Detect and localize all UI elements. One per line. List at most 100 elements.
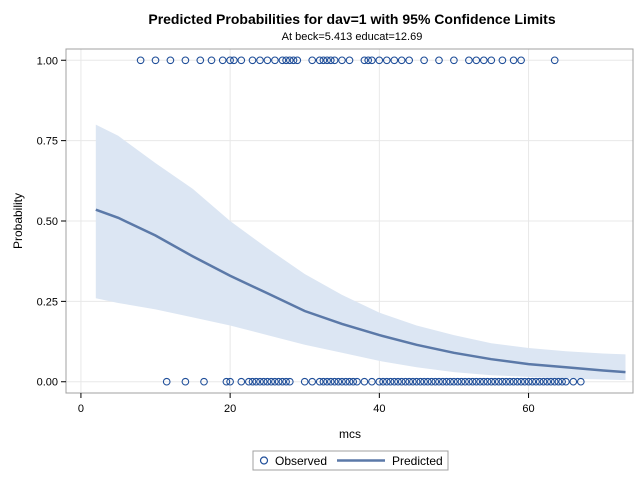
observed-point [248,56,257,65]
observed-point [517,377,525,386]
observed-point [226,56,234,65]
observed-point [326,377,335,386]
observed-point [308,56,317,65]
observed-point [472,56,481,65]
observed-point [226,377,234,386]
observed-point [285,377,294,386]
observed-point [334,377,343,386]
x-tick-label: 20 [224,403,236,415]
observed-point [520,377,529,386]
observed-point [278,377,287,386]
x-axis: 0 20 40 60 [78,393,535,415]
observed-point [487,56,496,65]
observed-point [487,377,496,386]
observed-point [375,56,384,65]
observed-point [256,56,264,65]
observed-point [319,377,328,386]
y-tick-label: 1.00 [37,55,58,67]
observed-point [338,56,346,65]
observed-point [498,377,507,386]
chart-subtitle: At beck=5.413 educat=12.69 [282,31,423,43]
observed-point [397,377,406,386]
observed-point [267,377,276,386]
observed-point [300,377,309,386]
y-tick-label: 0.00 [37,377,58,389]
observed-point [375,377,384,386]
observed-point [416,377,425,386]
legend: Observed Predicted [252,450,449,471]
observed-point [345,377,354,386]
observed-point [539,377,548,386]
observed-point [524,377,533,386]
predicted-line [95,208,626,374]
observed-point [450,377,458,386]
legend-observed-label: Observed [275,454,327,468]
observed-point [435,377,443,386]
observed-point [465,56,473,65]
observed-point [390,377,399,386]
observed-point [409,377,417,386]
observed-point [394,377,402,386]
observed-point [420,56,428,65]
observed-point [420,377,428,386]
observed-point [360,377,369,386]
observed-point [401,377,410,386]
observed-point [285,56,294,65]
observed-point [513,377,522,386]
observed-point [405,377,414,386]
observed-point [468,377,477,386]
observed-point [237,56,246,65]
observed-point [450,56,458,65]
x-tick-label: 60 [522,403,534,415]
observed-point [554,377,563,386]
observed-point [483,377,492,386]
observed-point [438,377,447,386]
x-axis-label: mcs [339,427,361,441]
observed-point [412,377,421,386]
confidence-band [95,124,626,381]
observed-point [349,377,358,386]
observed-point [528,377,537,386]
observed-point [423,377,432,386]
observed-point [494,377,503,386]
observed-point [442,377,451,386]
observed-point [218,56,227,65]
observed-point [200,377,208,386]
observed-point [364,56,373,65]
observed-point [386,377,395,386]
observed-point [509,56,518,65]
observed-point [446,377,455,386]
observed-point [345,56,354,65]
y-axis-label: Probability [11,193,25,249]
observed-point [543,377,552,386]
observed-point [222,377,231,386]
observed-point [274,377,283,386]
observed-point [271,56,279,65]
y-axis: 0.00 0.25 0.50 0.75 1.00 [37,55,66,389]
observed-point [166,56,175,65]
observed-point [382,56,391,65]
observed-point [248,377,257,386]
observed-point [547,377,555,386]
observed-point [476,377,484,386]
observed-point [506,377,514,386]
observed-point [435,56,443,65]
observed-point [263,56,272,65]
observed-point [230,56,238,65]
observed-point [330,56,339,65]
observed-point [353,377,361,386]
observed-point [382,377,391,386]
observed-point [263,377,272,386]
observed-point [453,377,462,386]
observed-point [244,377,253,386]
observed-point [491,377,499,386]
observed-point [397,56,406,65]
x-tick-label: 40 [373,403,385,415]
observed-point [502,377,511,386]
observed-point [368,56,376,65]
observed-point [457,377,466,386]
observed-point [562,377,570,386]
observed-point [207,56,216,65]
observed-point [162,377,171,386]
y-tick-label: 0.75 [37,136,58,148]
